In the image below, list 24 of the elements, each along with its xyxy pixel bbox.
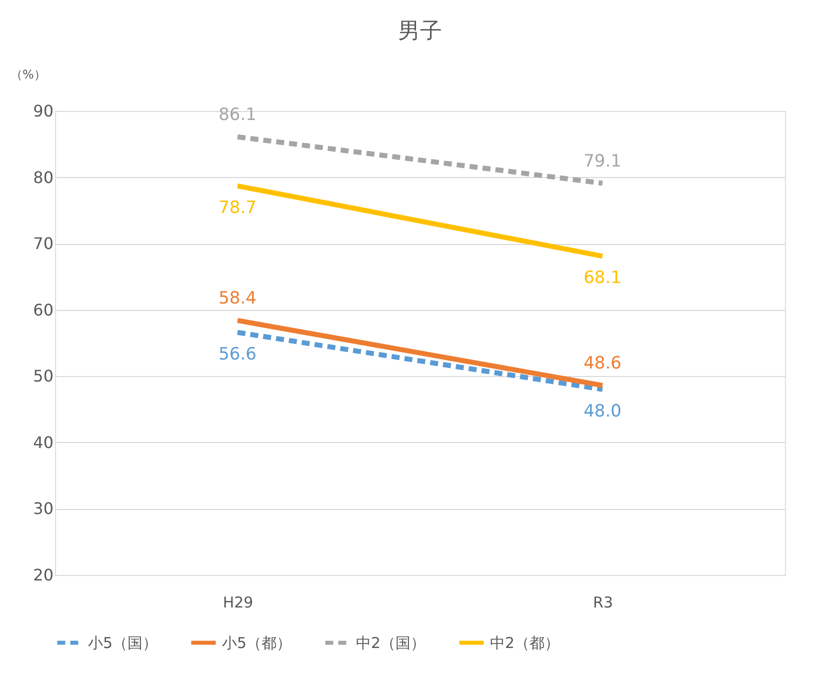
y-tick-label: 60 [33, 300, 54, 320]
data-label: 78.7 [218, 198, 256, 218]
data-label: 79.1 [584, 151, 622, 172]
data-label: 48.0 [584, 401, 622, 422]
legend-label: 小5（都） [222, 634, 292, 652]
y-tick-label: 90 [33, 102, 54, 120]
data-label: 56.6 [218, 344, 256, 364]
x-tick-label: H29 [222, 594, 254, 612]
legend-label: 中2（都） [490, 634, 560, 652]
legend-label: 中2（国） [356, 634, 426, 652]
y-tick-label: 50 [33, 366, 54, 386]
y-tick-label: 20 [33, 566, 54, 584]
y-tick-label: 80 [33, 168, 54, 187]
y-tick-label: 30 [33, 499, 54, 518]
y-tick-label: 70 [33, 234, 54, 254]
data-label: 86.1 [218, 104, 256, 125]
y-tick-label: 40 [33, 432, 54, 452]
x-tick-label: R3 [593, 594, 613, 612]
data-label: 48.6 [584, 353, 622, 374]
data-label: 58.4 [218, 288, 256, 308]
chart-title: 男子 [398, 19, 442, 44]
data-label: 68.1 [584, 268, 622, 288]
y-axis-title: （%） [10, 68, 46, 82]
legend-label: 小5（国） [88, 634, 158, 652]
